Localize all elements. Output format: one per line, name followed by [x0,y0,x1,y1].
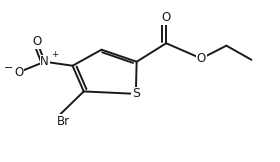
Text: −: − [4,63,13,73]
Text: N: N [40,55,49,68]
Text: +: + [52,50,59,59]
Text: O: O [32,35,41,48]
Text: Br: Br [57,115,70,128]
Text: O: O [14,66,24,79]
Text: O: O [162,11,171,24]
Text: S: S [132,87,140,100]
Text: O: O [197,52,206,65]
